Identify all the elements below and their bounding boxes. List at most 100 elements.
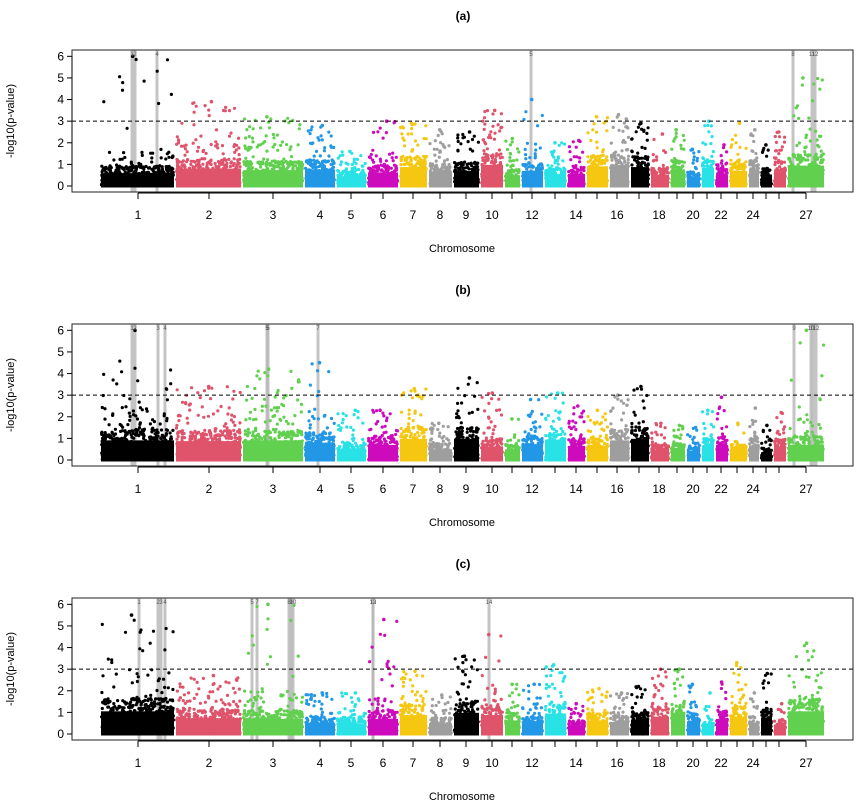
chromosome-10-points xyxy=(480,108,504,188)
data-point xyxy=(232,428,236,432)
data-point xyxy=(578,160,582,164)
data-point xyxy=(140,428,144,432)
data-point xyxy=(643,146,647,150)
data-point xyxy=(508,143,512,147)
data-point xyxy=(400,132,404,136)
data-point xyxy=(316,417,320,421)
data-point xyxy=(140,153,144,157)
data-point xyxy=(390,156,394,160)
data-point xyxy=(102,434,106,438)
data-point xyxy=(773,163,777,167)
data-point xyxy=(312,164,316,168)
data-point xyxy=(540,163,544,167)
data-point xyxy=(399,158,403,163)
data-point xyxy=(121,166,125,170)
data-point xyxy=(191,159,195,163)
data-point xyxy=(311,437,315,441)
data-point xyxy=(226,412,230,416)
data-point xyxy=(100,164,104,168)
data-point xyxy=(265,167,269,171)
data-point xyxy=(197,430,201,434)
data-point xyxy=(177,419,181,423)
data-point xyxy=(589,138,593,143)
data-point xyxy=(563,142,567,146)
data-point xyxy=(238,390,242,395)
data-point xyxy=(481,138,485,142)
data-point xyxy=(250,396,254,400)
data-point xyxy=(307,437,311,441)
data-point xyxy=(433,139,437,143)
data-point xyxy=(459,163,464,167)
data-point xyxy=(158,422,162,426)
peak-point xyxy=(317,360,322,365)
data-point xyxy=(297,127,301,131)
data-point xyxy=(180,163,184,167)
data-point xyxy=(670,159,674,163)
data-point xyxy=(253,386,257,391)
data-point xyxy=(247,134,251,139)
data-point xyxy=(687,170,691,175)
data-point xyxy=(120,436,124,440)
data-point xyxy=(214,140,218,144)
peak-point xyxy=(348,149,352,154)
data-point xyxy=(679,143,683,147)
data-point-cluster xyxy=(176,441,241,462)
data-point xyxy=(340,150,344,154)
data-point xyxy=(754,151,758,156)
data-point xyxy=(179,144,184,148)
data-point xyxy=(242,160,246,164)
data-point-cluster xyxy=(730,170,747,188)
data-point xyxy=(318,433,322,437)
data-point xyxy=(394,155,398,159)
data-point xyxy=(765,154,769,158)
data-point xyxy=(674,131,678,135)
data-point xyxy=(308,423,312,427)
data-point xyxy=(154,434,159,438)
data-point xyxy=(591,154,596,158)
data-point xyxy=(748,163,752,167)
data-point xyxy=(424,154,428,158)
data-point-cluster xyxy=(243,170,303,188)
data-point xyxy=(288,148,292,152)
data-point xyxy=(118,164,122,168)
data-point-cluster xyxy=(774,169,786,188)
chromosome-4-points xyxy=(304,360,336,462)
data-point xyxy=(509,159,513,163)
x-axis-label: Chromosome xyxy=(429,243,495,255)
y-tick-label: 2 xyxy=(57,136,64,150)
data-point xyxy=(220,144,225,148)
data-point xyxy=(679,147,684,151)
data-point xyxy=(214,128,219,132)
data-point xyxy=(195,149,200,153)
x-tick-label: 20 xyxy=(686,208,700,222)
data-point xyxy=(665,170,669,174)
data-point xyxy=(504,139,508,143)
data-point xyxy=(582,169,586,173)
data-point xyxy=(147,166,151,170)
data-point-cluster xyxy=(716,174,728,188)
data-point xyxy=(534,148,538,152)
data-point xyxy=(795,143,799,148)
chromosome-25-points xyxy=(759,143,774,188)
data-point xyxy=(269,163,273,167)
data-point xyxy=(782,160,787,164)
data-point xyxy=(751,164,755,168)
data-point xyxy=(285,143,289,147)
data-point xyxy=(413,139,418,143)
data-point xyxy=(213,427,217,431)
data-point xyxy=(180,160,184,164)
data-point xyxy=(216,409,220,413)
data-point xyxy=(371,130,376,134)
locus-band xyxy=(810,50,814,192)
data-point xyxy=(812,82,816,86)
y-tick-label: 3 xyxy=(57,114,64,128)
data-point xyxy=(762,171,767,175)
data-point xyxy=(184,401,188,405)
data-point xyxy=(630,163,634,167)
data-point xyxy=(306,129,310,133)
data-point xyxy=(609,141,613,145)
data-point xyxy=(546,163,550,167)
data-point xyxy=(292,164,296,168)
data-point xyxy=(194,138,198,142)
data-point xyxy=(128,418,132,422)
